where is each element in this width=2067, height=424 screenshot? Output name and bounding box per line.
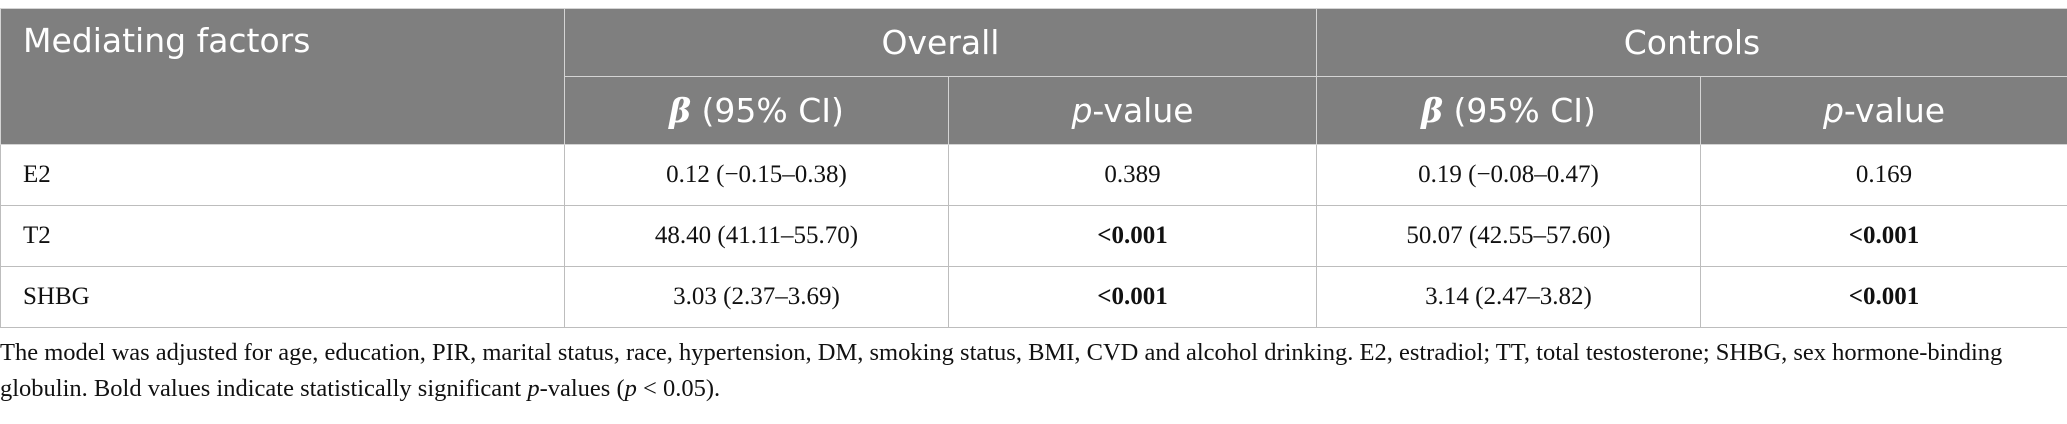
factor-cell: SHBG	[0, 266, 565, 328]
overall-beta-cell: 48.40 (41.11–55.70)	[564, 205, 949, 267]
footnote-text: The model was adjusted for age, educatio…	[0, 339, 2003, 402]
factor-cell: E2	[0, 144, 565, 206]
overall-p-cell: <0.001	[948, 205, 1317, 267]
mediation-table: Mediating factors Overall Controls β (95…	[0, 8, 2067, 328]
table-row: E2 0.12 (−0.15–0.38) 0.389 0.19 (−0.08–0…	[0, 144, 2067, 206]
header-overall-p: p-value	[948, 76, 1317, 145]
footnote-p: p	[527, 375, 540, 402]
header-controls-p: p-value	[1699, 76, 2067, 145]
header-mediating-factors: Mediating factors	[0, 8, 565, 145]
overall-p-cell: 0.389	[948, 144, 1317, 206]
beta-symbol: β	[669, 91, 692, 130]
footnote-p: p	[624, 375, 637, 402]
header-controls-beta: β (95% CI)	[1316, 76, 1701, 145]
overall-beta-cell: 3.03 (2.37–3.69)	[564, 266, 949, 328]
p-letter: p	[1822, 91, 1844, 130]
p-rest: -value	[1092, 91, 1194, 130]
ci-label: (95% CI)	[691, 91, 844, 130]
controls-p-cell: <0.001	[1699, 205, 2067, 267]
header-row-2: β (95% CI) p-value β (95% CI) p-value	[1, 76, 2067, 145]
overall-beta-cell: 0.12 (−0.15–0.38)	[564, 144, 949, 206]
header-controls: Controls	[1315, 8, 2067, 77]
header-overall: Overall	[564, 8, 1317, 77]
p-rest: -value	[1843, 91, 1946, 130]
controls-beta-cell: 3.14 (2.47–3.82)	[1316, 266, 1701, 328]
table-row: T2 48.40 (41.11–55.70) <0.001 50.07 (42.…	[0, 205, 2067, 267]
controls-beta-cell: 0.19 (−0.08–0.47)	[1316, 144, 1701, 206]
header-overall-beta: β (95% CI)	[564, 76, 949, 145]
ci-label: (95% CI)	[1443, 91, 1596, 130]
header-row-1: Mediating factors Overall Controls	[0, 8, 2067, 145]
controls-p-cell: <0.001	[1699, 266, 2067, 328]
overall-p-cell: <0.001	[948, 266, 1317, 328]
table-footnote: The model was adjusted for age, educatio…	[0, 335, 2040, 407]
factor-cell: T2	[0, 205, 565, 267]
footnote-text: < 0.05).	[636, 375, 721, 402]
p-letter: p	[1071, 91, 1093, 130]
controls-beta-cell: 50.07 (42.55–57.60)	[1316, 205, 1701, 267]
footnote-text: -values (	[539, 375, 625, 402]
table-row: SHBG 3.03 (2.37–3.69) <0.001 3.14 (2.47–…	[0, 266, 2067, 328]
controls-p-cell: 0.169	[1699, 144, 2067, 206]
beta-symbol: β	[1421, 91, 1444, 130]
table-container: Mediating factors Overall Controls β (95…	[0, 8, 2067, 328]
